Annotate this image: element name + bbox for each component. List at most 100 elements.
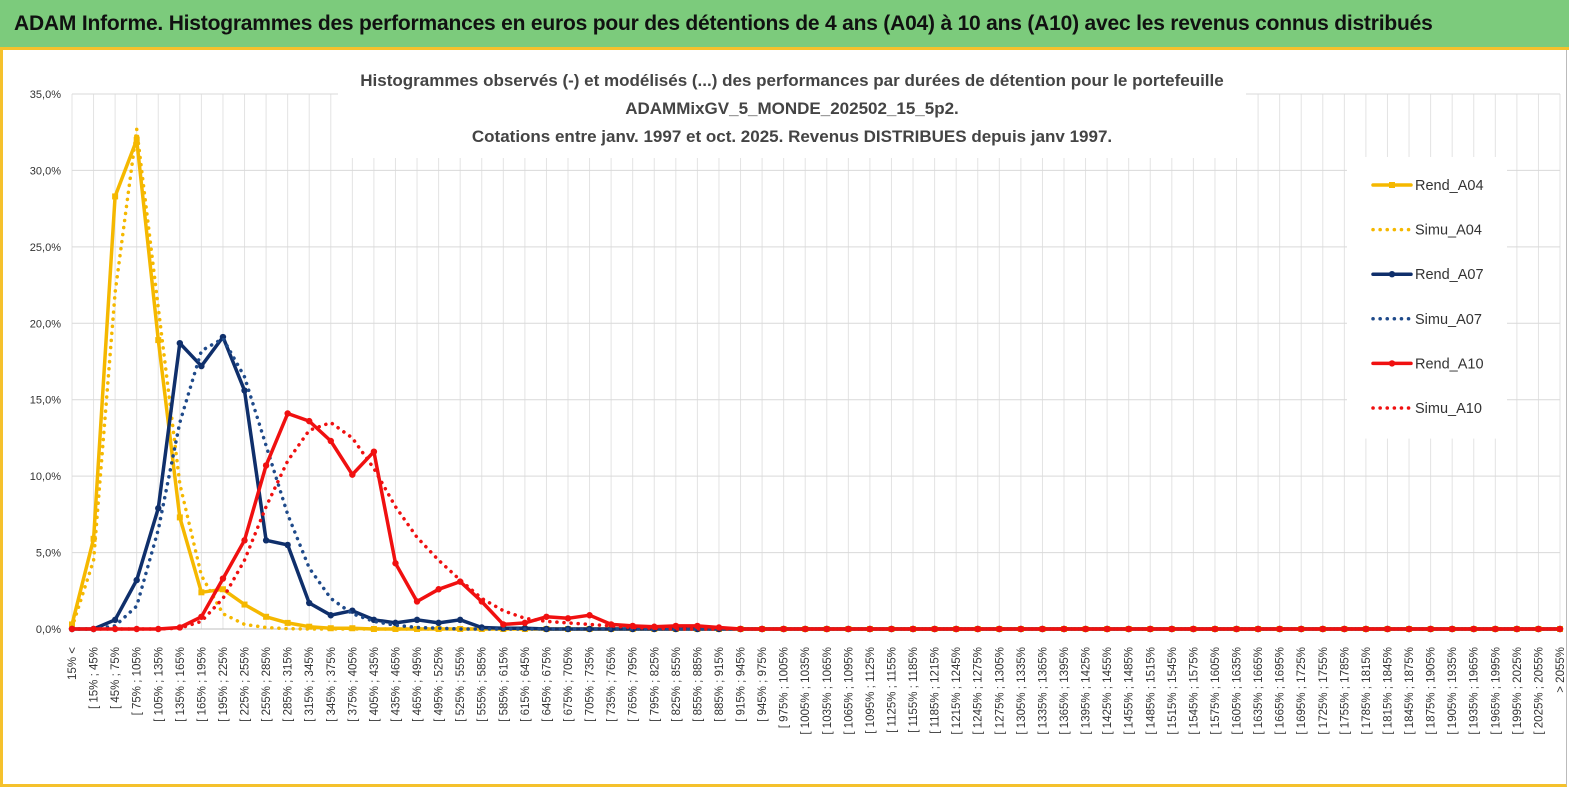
- x-tick-label: 15% <: [67, 647, 79, 680]
- series-line-rend_a10: [70, 411, 1562, 631]
- data-point-rend_a07: [262, 537, 270, 544]
- banner-title: ADAM Informe. Histogrammes des performan…: [14, 12, 1433, 35]
- x-tick-label: [ 1155% ; 1185%: [908, 647, 920, 733]
- x-tick-label: [ 645% ; 675%: [541, 647, 553, 722]
- x-tick-label: [ 1005% ; 1035%: [800, 647, 812, 735]
- data-point-rend_a04: [155, 337, 162, 344]
- data-point-rend_a04: [414, 626, 421, 632]
- data-point-rend_a10: [370, 448, 378, 455]
- data-point-rend_a04: [392, 626, 399, 632]
- data-point-rend_a10: [1103, 625, 1111, 633]
- x-tick-label: [ 465% ; 495%: [412, 647, 424, 722]
- data-point-rend_a04: [349, 625, 356, 632]
- x-tick-label: [ 1965% ; 1995%: [1490, 647, 1502, 735]
- data-point-rend_a04: [370, 626, 377, 632]
- legend-marker: [1388, 360, 1396, 367]
- data-point-rend_a10: [262, 462, 270, 469]
- x-tick-label: [ 1995% ; 2025%: [1512, 647, 1524, 735]
- x-tick-label: [ 1875% ; 1905%: [1426, 647, 1438, 735]
- legend-label: Rend_A10: [1415, 356, 1484, 372]
- x-tick-label: [ 1605% ; 1635%: [1232, 647, 1244, 735]
- data-point-rend_a07: [176, 339, 184, 347]
- x-tick-label: [ 1485% ; 1515%: [1145, 647, 1157, 735]
- data-point-rend_a07: [284, 541, 291, 549]
- data-point-rend_a07: [133, 576, 140, 584]
- x-tick-label: [ 975% ; 1005%: [779, 647, 791, 728]
- legend-background: [1347, 157, 1507, 439]
- x-tick-label: [ 2025% ; 2055%: [1533, 647, 1545, 735]
- data-point-rend_a04: [263, 613, 270, 620]
- series-line-simu_a10: [70, 420, 1562, 631]
- x-tick-label: [ 1425% ; 1455%: [1102, 647, 1114, 735]
- legend-label: Rend_A07: [1415, 267, 1484, 283]
- data-point-rend_a07: [111, 616, 119, 624]
- y-tick-label: 30,0%: [30, 165, 61, 177]
- x-tick-label: [ 1695% ; 1725%: [1296, 647, 1308, 735]
- x-tick-label: [ 1305% ; 1335%: [1016, 647, 1028, 735]
- data-point-rend_a07: [198, 362, 205, 370]
- data-point-rend_a04: [112, 193, 119, 200]
- x-tick-label: [ 1515% ; 1545%: [1167, 647, 1179, 735]
- x-tick-label: [ 1215% ; 1245%: [951, 647, 963, 735]
- data-point-rend_a07: [435, 619, 442, 627]
- data-point-rend_a07: [456, 616, 464, 624]
- x-tick-label: [ 1755% ; 1785%: [1339, 647, 1351, 735]
- x-tick-label: [ 1365% ; 1395%: [1059, 647, 1071, 735]
- header-banner: ADAM Informe. Histogrammes des performan…: [0, 0, 1569, 50]
- series-line-rend_a04: [70, 138, 1562, 631]
- x-tick-label: [ 345% ; 375%: [326, 647, 338, 722]
- data-point-rend_a04: [133, 136, 140, 143]
- legend-label: Simu_A07: [1415, 312, 1482, 328]
- x-tick-label: [ 255% ; 285%: [261, 647, 273, 722]
- series-line-simu_a07: [70, 336, 1562, 631]
- legend-marker: [1388, 271, 1396, 278]
- data-point-rend_a10: [392, 560, 399, 567]
- x-tick-label: [ 165% ; 195%: [196, 647, 208, 722]
- x-tick-label: > 2055%: [1555, 647, 1567, 693]
- x-tick-label: [ 1185% ; 1215%: [930, 647, 942, 734]
- x-tick-label: [ 1335% ; 1365%: [1037, 647, 1049, 735]
- legend-label: Simu_A10: [1415, 401, 1482, 417]
- x-tick-label: [ 1935% ; 1965%: [1469, 647, 1481, 735]
- x-tick-label: [ 195% ; 225%: [218, 647, 230, 722]
- data-point-rend_a10: [996, 625, 1003, 633]
- x-tick-label: [ 1125% ; 1155%: [886, 647, 898, 733]
- data-point-rend_a10: [349, 471, 356, 478]
- x-tick-label: [ 1665% ; 1695%: [1275, 647, 1287, 735]
- data-point-rend_a10: [306, 417, 313, 425]
- x-tick-label: [ 855% ; 885%: [692, 647, 704, 722]
- y-tick-label: 0,0%: [36, 624, 61, 636]
- legend-label: Rend_A04: [1415, 178, 1484, 194]
- y-tick-label: 25,0%: [30, 242, 61, 254]
- data-point-rend_a04: [69, 621, 75, 628]
- x-tick-label: [ 675% ; 705%: [563, 647, 575, 722]
- data-point-rend_a04: [284, 619, 291, 626]
- series-line-simu_a04: [70, 127, 1562, 631]
- x-tick-label: [ 1275% ; 1305%: [994, 647, 1006, 735]
- x-tick-label: [ 285% ; 315%: [283, 647, 295, 722]
- x-tick-label: [ 1815% ; 1845%: [1382, 647, 1394, 735]
- x-tick-label: [ 435% ; 465%: [390, 647, 402, 722]
- data-point-rend_a04: [176, 514, 183, 521]
- data-point-rend_a04: [306, 623, 313, 630]
- chart-frame: 0,0% 5,0% 10,0% 15,0% 20,0% 25,0% 30,0% 35,0% 15…: [0, 50, 1567, 787]
- data-point-rend_a10: [284, 410, 291, 417]
- data-point-rend_a10: [435, 586, 442, 593]
- x-tick-label: [ 15% ; 45%: [89, 647, 101, 709]
- x-tick-label: [ 1545% ; 1575%: [1188, 647, 1200, 735]
- x-tick-label: [ 1095% ; 1125%: [865, 647, 877, 734]
- x-tick-label: [ 915% ; 945%: [736, 647, 748, 722]
- x-tick-label: [ 1455% ; 1485%: [1124, 647, 1136, 735]
- data-point-rend_a10: [500, 621, 507, 628]
- data-point-rend_a10: [521, 619, 529, 627]
- series-line-rend_a07: [70, 335, 1562, 631]
- y-tick-label: 15,0%: [30, 395, 61, 407]
- x-tick-label: [ 1395% ; 1425%: [1081, 647, 1093, 735]
- y-tick-label: 20,0%: [30, 318, 61, 330]
- legend-marker: [1389, 182, 1395, 188]
- data-point-rend_a10: [1168, 625, 1176, 633]
- data-point-rend_a10: [1060, 625, 1068, 633]
- data-point-rend_a10: [564, 615, 572, 622]
- x-tick-label: [ 1905% ; 1935%: [1447, 647, 1459, 735]
- x-tick-label: [ 495% ; 525%: [434, 647, 446, 722]
